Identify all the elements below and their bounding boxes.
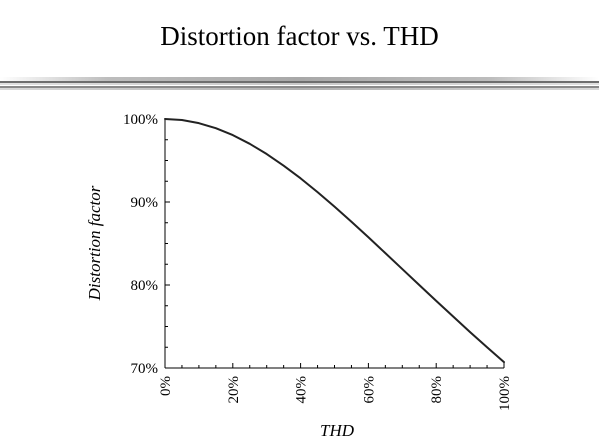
y-tick-label: 80% [131,278,159,294]
y-tick-label: 100% [123,112,158,128]
title-divider-band [0,88,599,90]
title-divider-band [0,77,599,81]
y-tick-label: 70% [131,361,159,377]
x-tick-label: 60% [361,376,377,404]
chart-tick-labels: 70% 80% 90% 100% 0% 20% 40% 60% 80% 100% [123,112,513,411]
title-divider-line [0,86,599,88]
chart-ticks [164,118,505,369]
x-tick-label: 0% [158,376,174,396]
y-axis-label: Distortion factor [85,185,104,301]
title-divider-line [0,81,599,83]
series-line [164,118,505,364]
x-axis-label: THD [320,421,355,440]
x-tick-label: 100% [497,376,513,411]
x-tick-label: 20% [226,376,242,404]
slide-title: Distortion factor vs. THD [160,21,439,51]
chart-plot-area [164,118,505,364]
y-tick-label: 90% [131,195,159,211]
chart-axes [164,119,504,369]
x-tick-label: 80% [429,376,445,404]
x-tick-label: 40% [294,376,310,404]
title-divider-band [0,83,599,85]
